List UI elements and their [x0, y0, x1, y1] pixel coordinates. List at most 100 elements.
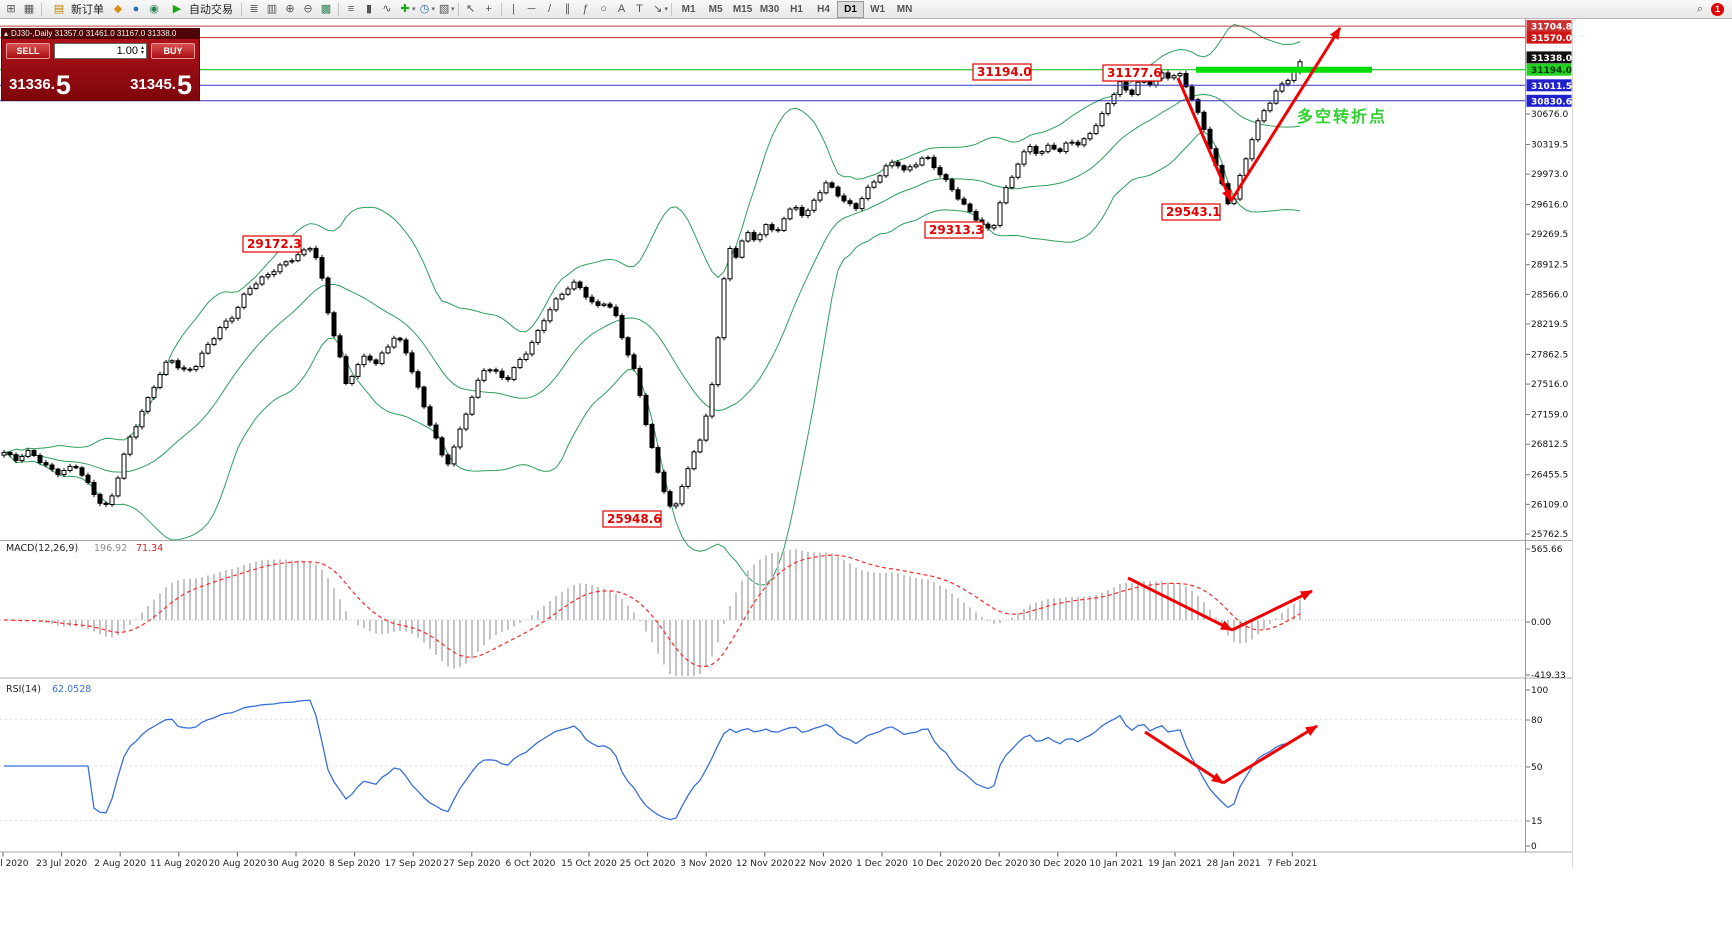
svg-text:-419.33: -419.33 [1531, 671, 1566, 681]
cursor-icon[interactable]: ↖ [465, 3, 476, 15]
template-icon[interactable]: ▧ [438, 3, 450, 15]
toolbar: ⊞ ▦ ▤ 新订单 ◆ ● ◉ ▶ 自动交易 ≣ ▥ ⊕ ⊖ ▩ ≡ ▮ ∿ ✚ ▾ ◷ ▾ ▧ ▾ ↖ + | ─ / ∥ ƒ ○ A T ↘ ▾… [0, 0, 1732, 19]
svg-text:19 Jan 2021: 19 Jan 2021 [1148, 859, 1202, 869]
buy-price[interactable]: 31345. 5 [130, 62, 192, 99]
svg-text:1 Dec 2020: 1 Dec 2020 [856, 859, 908, 869]
shapes-icon[interactable]: ○ [600, 3, 607, 15]
vertical-line-icon[interactable]: | [512, 3, 515, 15]
buy-button[interactable]: BUY [151, 43, 195, 59]
price-tag-31194.0: 31194.0 [1526, 63, 1572, 76]
trend-arrow[interactable] [1231, 589, 1313, 632]
candlesticks [1, 59, 1303, 509]
timeframe-w1[interactable]: W1 [870, 3, 886, 15]
time-scale[interactable]: 14 Jul 2020 23 Jul 2020 2 Aug 2020 11 Aug 2… [0, 852, 1317, 870]
svg-text:565.66: 565.66 [1531, 545, 1563, 555]
trade-panel-body: SELL 1.00 ▴ ▾ BUY 31336. 5 31345. 5 [1, 39, 200, 101]
autotrading-button[interactable]: ▶ 自动交易 [163, 1, 238, 18]
price-scale[interactable]: 30676.0 30319.5 29973.0 29616.0 29269.5 28912… [1526, 20, 1572, 852]
sell-button[interactable]: SELL [6, 43, 50, 59]
dropdown-caret-icon[interactable]: ▾ [664, 6, 669, 13]
period-menu-icon[interactable]: ◷ [419, 3, 430, 15]
tile-windows-icon[interactable]: ▩ [320, 3, 332, 15]
timeframe-h1[interactable]: H1 [790, 3, 803, 15]
price-level-lines[interactable] [0, 25, 1525, 102]
line-chart-icon[interactable]: ∿ [382, 3, 392, 15]
svg-text:27862.5: 27862.5 [1531, 351, 1568, 361]
trend-arrow[interactable] [1229, 27, 1342, 202]
timeframe-m5[interactable]: M5 [708, 3, 723, 15]
svg-text:31338.0: 31338.0 [1531, 54, 1572, 64]
chart-annotations[interactable]: 31194.0 31177.6 29172.3 29313.3 29543.1 25948… [242, 27, 1387, 785]
rsi-indicator: RSI(14) 62.0528 [0, 684, 1525, 822]
market-watch-icon[interactable]: ● [132, 3, 140, 15]
fibonacci-icon[interactable]: ƒ [582, 3, 589, 15]
note-text[interactable]: 多空转折点 [1297, 107, 1387, 126]
bollinger-bands [3, 23, 1301, 586]
volume-spinner[interactable]: ▴ ▾ [140, 45, 144, 56]
svg-text:25762.5: 25762.5 [1531, 530, 1568, 540]
text-icon[interactable]: A [617, 3, 626, 15]
indicators-list-icon[interactable]: ≣ [249, 3, 259, 15]
timeframe-mn[interactable]: MN [896, 3, 913, 15]
spinner-down-icon[interactable]: ▾ [140, 50, 144, 56]
timeframe-d1[interactable]: D1 [837, 0, 865, 18]
volume-field[interactable]: 1.00 ▴ ▾ [54, 43, 147, 59]
dropdown-caret-icon[interactable]: ▾ [451, 6, 455, 13]
svg-text:8 Sep 2020: 8 Sep 2020 [329, 859, 381, 869]
metaeditor-icon[interactable]: ◆ [113, 3, 123, 15]
data-window-icon[interactable]: ▥ [266, 3, 278, 15]
crosshair-icon[interactable]: + [485, 3, 492, 15]
svg-text:30830.6: 30830.6 [1531, 97, 1572, 107]
trend-arrow[interactable] [1176, 77, 1233, 202]
price-label-31194.0[interactable]: 31194.0 [972, 63, 1032, 81]
spinner-up-icon[interactable]: ▴ [140, 45, 144, 51]
dropdown-caret-icon[interactable]: ▾ [431, 6, 436, 13]
new-chart-icon[interactable]: ⊞ [6, 3, 16, 15]
chart-info-bar[interactable]: ▴ DJ30-,Daily 31357.0 31461.0 31167.0 31… [1, 28, 200, 39]
price-label-29172.3[interactable]: 29172.3 [242, 235, 302, 253]
navigator-icon[interactable]: ◉ [149, 3, 159, 15]
add-indicator-icon[interactable]: ✚ [400, 3, 410, 15]
svg-text:28912.5: 28912.5 [1531, 261, 1568, 271]
dropdown-caret-icon[interactable]: ▾ [412, 6, 416, 13]
svg-text:20 Dec 2020: 20 Dec 2020 [970, 859, 1028, 869]
toolbar-separator [241, 2, 242, 16]
horizontal-line-icon[interactable]: ─ [527, 3, 536, 15]
svg-text:31570.0: 31570.0 [1531, 34, 1572, 44]
profiles-icon[interactable]: ▦ [23, 3, 35, 15]
arrows-tool-icon[interactable]: ↘ [652, 3, 663, 15]
channel-icon[interactable]: ∥ [564, 3, 571, 15]
svg-text:7 Feb 2021: 7 Feb 2021 [1267, 859, 1317, 869]
notification-badge[interactable]: 1 [1711, 2, 1724, 16]
search-icon[interactable]: ⌕ [1696, 3, 1704, 15]
candlestick-chart-icon[interactable]: ▮ [365, 3, 373, 15]
price-label-29543.1[interactable]: 29543.1 [1161, 203, 1221, 221]
new-order-button[interactable]: ▤ 新订单 [45, 1, 109, 18]
timeframe-h4[interactable]: H4 [817, 3, 830, 15]
timeframe-m30[interactable]: M30 [759, 3, 780, 15]
trend-arrow[interactable] [1127, 576, 1233, 632]
volume-value: 1.00 [116, 45, 138, 57]
svg-text:31177.6: 31177.6 [1107, 66, 1162, 80]
trend-arrow[interactable] [1144, 730, 1224, 785]
svg-text:31194.0: 31194.0 [1531, 66, 1572, 76]
price-label-29313.3[interactable]: 29313.3 [924, 221, 984, 239]
sell-price[interactable]: 31336. 5 [9, 62, 71, 99]
trend-arrow[interactable] [1222, 724, 1318, 785]
label-icon[interactable]: T [636, 3, 643, 15]
price-label-25948.6[interactable]: 25948.6 [602, 510, 662, 528]
timeframe-m15[interactable]: M15 [732, 3, 753, 15]
bar-chart-icon[interactable]: ≡ [347, 3, 355, 15]
timeframe-m1[interactable]: M1 [681, 3, 696, 15]
price-label-31177.6[interactable]: 31177.6 [1102, 64, 1162, 82]
autotrading-button-icon: ▶ [172, 3, 182, 15]
price-tag-31011.5: 31011.5 [1526, 79, 1572, 92]
zoom-out-icon[interactable]: ⊖ [303, 3, 313, 15]
chart-ohlc-info: DJ30-,Daily 31357.0 31461.0 31167.0 3133… [11, 29, 177, 38]
collapse-icon[interactable]: ▴ [4, 29, 9, 38]
svg-text:26109.0: 26109.0 [1531, 500, 1568, 510]
zoom-in-icon[interactable]: ⊕ [285, 3, 295, 15]
trendline-icon[interactable]: / [548, 3, 552, 15]
svg-text:0.00: 0.00 [1531, 618, 1551, 628]
